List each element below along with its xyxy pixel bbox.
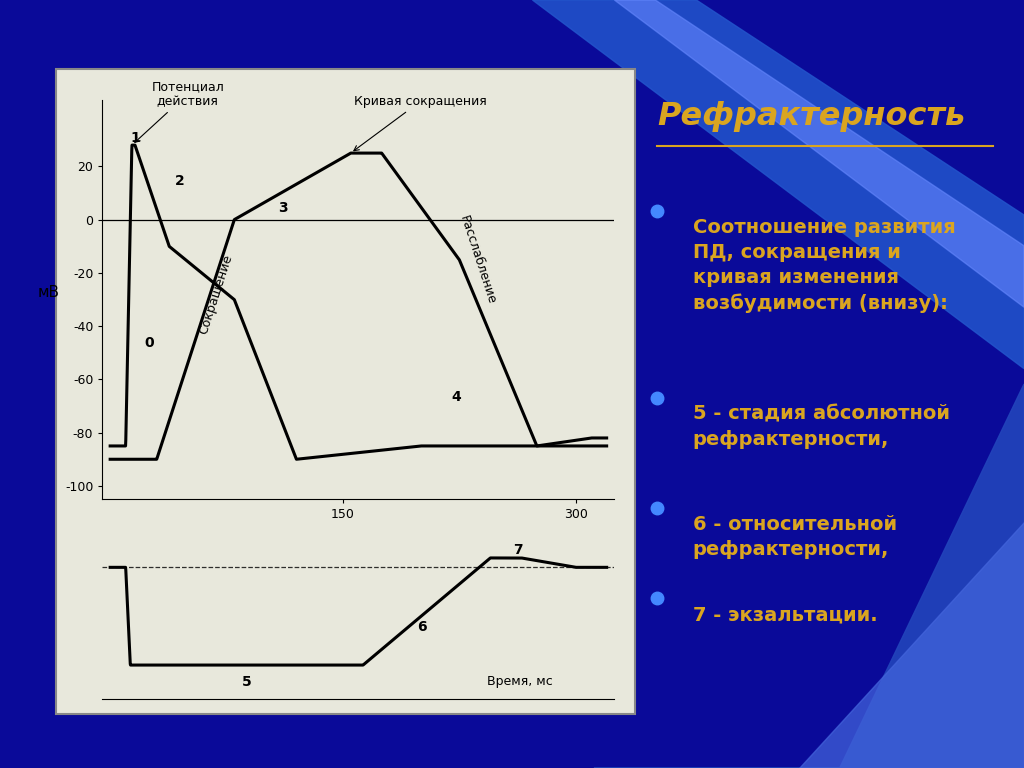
Polygon shape — [799, 522, 1024, 768]
Text: 7: 7 — [514, 543, 523, 558]
Text: 1: 1 — [130, 131, 140, 145]
Text: 7 - экзальтации.: 7 - экзальтации. — [692, 605, 878, 624]
Polygon shape — [614, 0, 1024, 307]
Text: 4: 4 — [452, 389, 461, 404]
Text: Время, мс: Время, мс — [486, 674, 552, 687]
Polygon shape — [532, 0, 1024, 369]
Text: 5 - стадия абсолютной
рефрактерности,: 5 - стадия абсолютной рефрактерности, — [692, 405, 949, 449]
Text: Соотношение развития
ПД, сокращения и
кривая изменения
возбудимости (внизу):: Соотношение развития ПД, сокращения и кр… — [692, 218, 955, 313]
Text: 0: 0 — [144, 336, 154, 350]
Text: Расслабление: Расслабление — [458, 214, 499, 306]
Text: 6: 6 — [418, 621, 427, 634]
Text: Сокращение: Сокращение — [197, 253, 234, 336]
Y-axis label: мВ: мВ — [37, 284, 59, 300]
Polygon shape — [594, 384, 1024, 768]
Text: 6 - относительной
рефрактерности,: 6 - относительной рефрактерности, — [692, 515, 897, 559]
Text: 2: 2 — [175, 174, 185, 188]
Text: 3: 3 — [278, 200, 288, 215]
Text: Кривая сокращения: Кривая сокращения — [354, 94, 486, 151]
Text: Потенциал
действия: Потенциал действия — [135, 80, 224, 142]
Text: 5: 5 — [242, 675, 252, 689]
Text: Рефрактерность: Рефрактерность — [657, 101, 966, 131]
